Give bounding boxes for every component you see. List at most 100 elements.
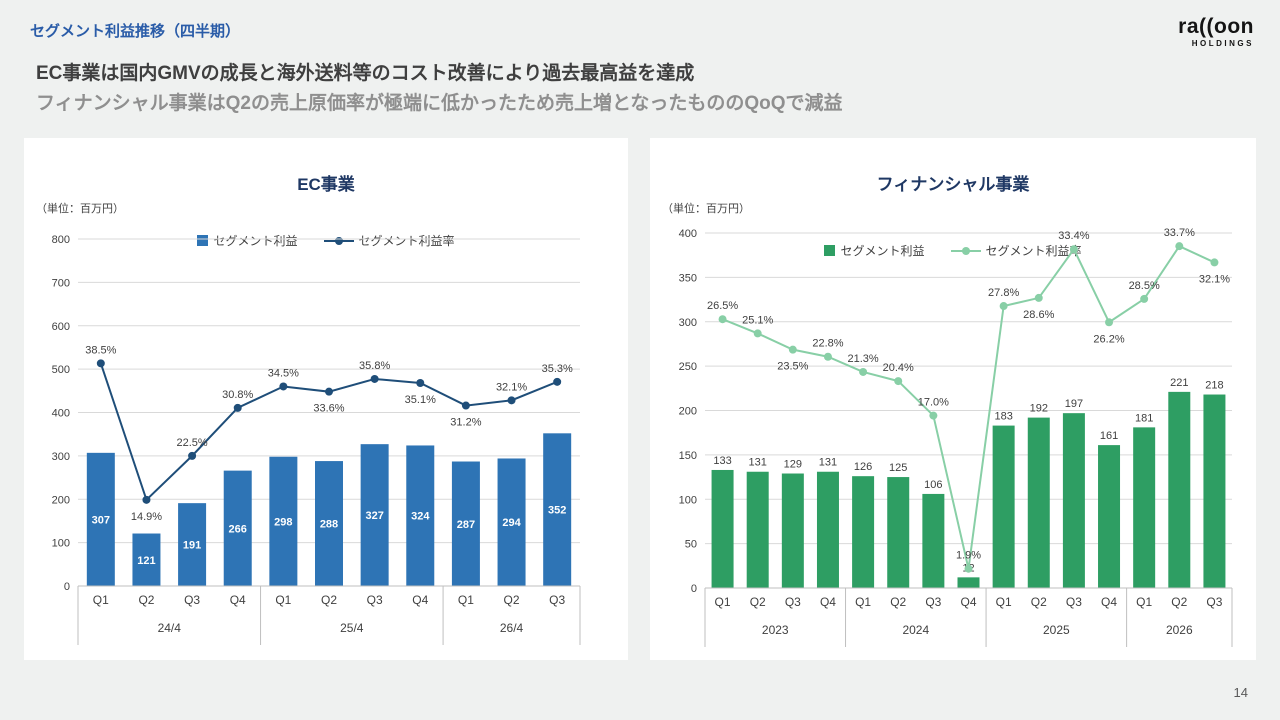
profit-rate-label: 20.4% xyxy=(883,362,914,374)
bar-value-label: 125 xyxy=(889,462,907,474)
profit-rate-marker xyxy=(964,564,973,573)
bar-value-label: 287 xyxy=(457,519,475,531)
category-label: Q1 xyxy=(1136,595,1152,609)
profit-rate-label: 14.9% xyxy=(131,511,162,523)
profit-rate-label: 32.1% xyxy=(496,381,527,393)
raccoon-holdings-logo: ra((oon HOLDINGS xyxy=(1178,16,1254,48)
bar-value-label: 121 xyxy=(137,555,155,567)
y-tick-label: 100 xyxy=(679,494,697,506)
bar-value-label: 133 xyxy=(713,455,731,467)
category-label: Q2 xyxy=(750,595,766,609)
profit-rate-label: 28.5% xyxy=(1129,280,1160,292)
headline-line2: フィナンシャル事業はQ2の売上原価率が極端に低かったため売上増となったもののQo… xyxy=(36,93,843,114)
profit-rate-marker xyxy=(859,367,868,376)
profit-rate-marker xyxy=(718,315,727,324)
profit-bar xyxy=(315,461,343,586)
category-label: Q1 xyxy=(275,593,291,607)
profit-rate-marker xyxy=(370,374,379,383)
profit-rate-label: 33.4% xyxy=(1058,230,1089,242)
profit-rate-label: 34.5% xyxy=(268,367,299,379)
bar-value-label: 266 xyxy=(229,523,247,535)
y-tick-label: 350 xyxy=(679,272,697,284)
bar-value-label: 197 xyxy=(1065,398,1083,410)
profit-bar xyxy=(746,471,769,588)
category-label: Q3 xyxy=(925,595,941,609)
page-number: 14 xyxy=(1233,685,1248,700)
headline-line1: EC事業は国内GMVの成長と海外送料等のコスト改善により過去最高益を達成 xyxy=(36,63,695,84)
ec-chart-card: EC事業 （単位：百万円） セグメント利益 セグメント利益率 0 100 200 30… xyxy=(24,138,628,660)
bar-value-label: 352 xyxy=(548,505,566,517)
category-label: Q2 xyxy=(138,593,154,607)
profit-rate-marker xyxy=(96,359,105,368)
category-label: Q2 xyxy=(321,593,337,607)
profit-rate-marker xyxy=(233,403,242,412)
profit-bar xyxy=(1062,413,1085,588)
profit-rate-label: 33.6% xyxy=(313,403,344,415)
profit-rate-marker xyxy=(507,396,516,405)
bar-value-label: 221 xyxy=(1170,377,1188,389)
financial-chart-title: フィナンシャル事業 xyxy=(876,175,1030,194)
ec-chart-title: EC事業 xyxy=(297,175,355,194)
profit-bar xyxy=(269,456,298,586)
profit-bar xyxy=(178,503,207,586)
profit-rate-label: 35.8% xyxy=(359,360,390,372)
bar-value-label: 191 xyxy=(183,540,201,552)
y-tick-label: 100 xyxy=(52,538,70,550)
bar-value-label: 294 xyxy=(502,517,521,529)
y-tick-label: 250 xyxy=(679,361,697,373)
profit-bar xyxy=(1133,427,1156,588)
profit-rate-marker xyxy=(999,302,1008,311)
y-tick-label: 700 xyxy=(52,277,70,289)
category-label: Q4 xyxy=(1101,595,1117,609)
profit-rate-marker xyxy=(753,329,762,338)
bar-value-label: 192 xyxy=(1030,403,1048,415)
category-label: Q2 xyxy=(1031,595,1047,609)
bar-value-label: 126 xyxy=(854,461,872,473)
profit-bar xyxy=(223,470,252,586)
profit-bar xyxy=(711,469,734,588)
bar-value-label: 131 xyxy=(749,457,767,469)
profit-rate-label: 27.8% xyxy=(988,287,1019,299)
profit-bar xyxy=(1027,417,1050,588)
group-label: 25/4 xyxy=(340,621,364,635)
profit-rate-label: 35.3% xyxy=(542,363,573,375)
category-label: Q4 xyxy=(960,595,976,609)
profit-bar xyxy=(543,433,572,586)
profit-rate-marker xyxy=(1105,318,1114,327)
profit-rate-label: 30.8% xyxy=(222,389,253,401)
category-label: Q1 xyxy=(855,595,871,609)
profit-rate-marker xyxy=(142,495,151,504)
profit-rate-marker xyxy=(1175,242,1184,251)
ec-chart: 0 100 200 300 400 500 600 700 800 307 121 191 266 298… xyxy=(52,234,581,645)
category-label: Q2 xyxy=(504,593,520,607)
profit-bar xyxy=(781,473,804,588)
profit-rate-marker xyxy=(929,411,938,420)
logo-wordmark: ra((oon xyxy=(1178,15,1254,38)
group-label: 24/4 xyxy=(158,621,182,635)
category-label: Q3 xyxy=(1206,595,1222,609)
profit-rate-label: 38.5% xyxy=(85,344,116,356)
bar-value-label: 327 xyxy=(365,510,383,522)
profit-bar xyxy=(1168,391,1191,588)
profit-rate-marker xyxy=(1210,258,1219,267)
bar-value-label: 129 xyxy=(784,459,802,471)
bar-value-label: 106 xyxy=(924,479,942,491)
profit-rate-label: 32.1% xyxy=(1199,273,1230,285)
y-tick-label: 400 xyxy=(52,408,70,420)
profit-rate-marker xyxy=(553,377,562,386)
profit-rate-label: 1.9% xyxy=(956,550,981,562)
group-label: 2026 xyxy=(1166,623,1193,637)
profit-bar xyxy=(852,476,875,588)
category-label: Q2 xyxy=(890,595,906,609)
y-tick-label: 0 xyxy=(64,581,70,593)
bar-value-label: 288 xyxy=(320,519,338,531)
y-tick-label: 400 xyxy=(679,228,697,240)
profit-rate-label: 28.6% xyxy=(1023,309,1054,321)
y-tick-label: 150 xyxy=(679,450,697,462)
group-label: 2024 xyxy=(902,623,929,637)
bar-value-label: 307 xyxy=(92,514,110,526)
profit-rate-marker xyxy=(279,382,288,391)
profit-rate-label: 35.1% xyxy=(405,394,436,406)
profit-rate-marker xyxy=(1034,293,1043,302)
ec-chart-unit-label: （単位：百万円） xyxy=(36,203,124,215)
